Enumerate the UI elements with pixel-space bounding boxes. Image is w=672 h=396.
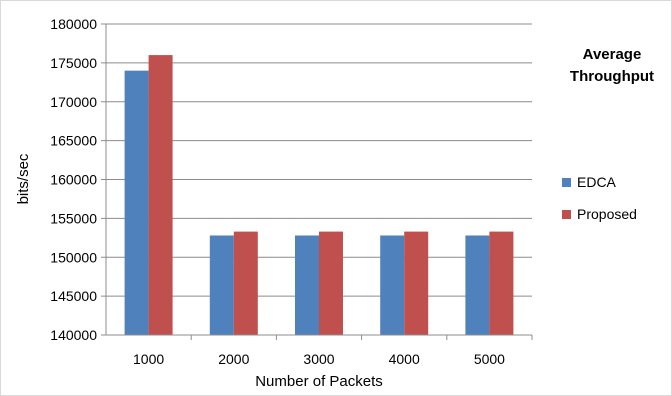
legend-title-line-1: Average: [583, 46, 642, 63]
y-axis-title: bits/sec: [15, 153, 32, 204]
bar-edca-1000: [124, 70, 149, 336]
legend-swatch-edca: [562, 178, 571, 187]
legend-swatch-proposed: [562, 210, 571, 219]
gridlines: [106, 23, 532, 297]
legend-title-line-2: Throughput: [570, 68, 654, 85]
y-tick-label: 180000: [50, 16, 97, 32]
x-tick-label: 1000: [133, 351, 164, 367]
bar-proposed-4000: [404, 231, 429, 335]
legend-label-edca: EDCA: [577, 174, 617, 190]
x-axis-title: Number of Packets: [255, 373, 383, 390]
x-tick-label: 2000: [218, 351, 249, 367]
y-tick-label: 145000: [50, 288, 97, 304]
bar-edca-5000: [465, 235, 490, 335]
bar-proposed-5000: [489, 231, 514, 335]
bar-proposed-1000: [148, 55, 173, 335]
bar-edca-4000: [380, 235, 405, 335]
tick-labels: 140000 145000 150000 155000 160000 165000 1700…: [50, 16, 505, 367]
axes: [101, 23, 533, 340]
x-tick-label: 5000: [474, 351, 505, 367]
bar-proposed-3000: [319, 231, 343, 335]
legend-items: EDCA Proposed: [562, 174, 637, 222]
bars: [124, 55, 514, 336]
y-tick-label: 170000: [50, 94, 97, 110]
bar-proposed-2000: [233, 231, 258, 335]
y-tick-label: 165000: [50, 133, 97, 149]
x-tick-label: 4000: [389, 351, 420, 367]
legend-label-proposed: Proposed: [577, 206, 637, 222]
x-tick-label: 3000: [303, 351, 334, 367]
y-tick-label: 150000: [50, 249, 97, 265]
legend: Average Throughput EDCA Proposed: [562, 46, 654, 222]
bar-edca-3000: [295, 235, 319, 335]
bar-edca-2000: [209, 235, 234, 335]
y-tick-label: 155000: [50, 210, 97, 226]
y-tick-label: 175000: [50, 55, 97, 71]
y-tick-label: 140000: [50, 327, 97, 343]
y-tick-label: 160000: [50, 172, 97, 188]
